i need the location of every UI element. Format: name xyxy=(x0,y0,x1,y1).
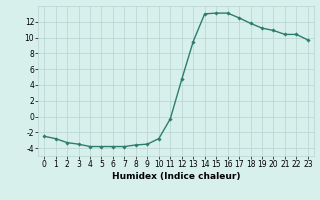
X-axis label: Humidex (Indice chaleur): Humidex (Indice chaleur) xyxy=(112,172,240,181)
